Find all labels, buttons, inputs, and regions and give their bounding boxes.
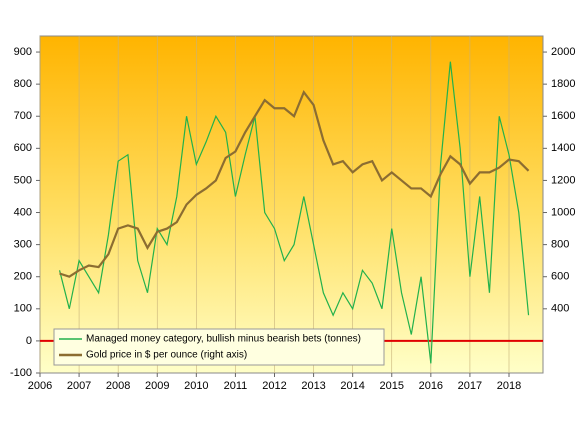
x-tick-label: 2014 [340, 380, 364, 392]
y2-tick-label: 1000 [551, 206, 575, 218]
y2-tick-label: 800 [551, 239, 569, 251]
x-tick-label: 2018 [497, 380, 521, 392]
legend-label: Gold price in $ per ounce (right axis) [86, 350, 247, 361]
y2-tick-label: 400 [551, 303, 569, 315]
y-tick-label: 700 [14, 110, 32, 122]
legend-label: Managed money category, bullish minus be… [86, 334, 361, 345]
x-tick-label: 2015 [380, 380, 404, 392]
x-tick-label: 2013 [301, 380, 325, 392]
x-tick-label: 2010 [184, 380, 208, 392]
y-tick-label: -100 [10, 367, 32, 379]
plot-area [39, 35, 544, 374]
y2-tick-label: 1400 [551, 142, 575, 154]
x-tick-label: 2007 [67, 380, 91, 392]
y-tick-label: 100 [14, 303, 32, 315]
x-tick-label: 2008 [106, 380, 130, 392]
y-tick-label: 600 [14, 142, 32, 154]
y-tick-label: 0 [26, 335, 32, 347]
x-tick-label: 2017 [458, 380, 482, 392]
y-tick-label: 900 [14, 46, 32, 58]
series-line [59, 89, 530, 278]
y2-tick-label: 1600 [551, 110, 575, 122]
y-tick-label: 200 [14, 271, 32, 283]
y-tick-label: 500 [14, 174, 32, 186]
x-tick-label: 2016 [419, 380, 443, 392]
x-tick-label: 2012 [262, 380, 286, 392]
y2-tick-label: 2000 [551, 46, 575, 58]
y-tick-label: 400 [14, 206, 32, 218]
y-tick-label: 300 [14, 239, 32, 251]
x-tick-label: 2011 [224, 380, 248, 392]
plot-layer: 2006 2007 2008 2009 2010 2011 2012 2013 2014 2015… [10, 36, 575, 392]
y2-tick-label: 600 [551, 271, 569, 283]
x-tick-label: 2009 [145, 380, 169, 392]
y-tick-label: 800 [14, 78, 32, 90]
y2-tick-label: 1200 [551, 174, 575, 186]
series-line [58, 61, 530, 364]
x-tick-label: 2006 [28, 380, 52, 392]
legend-box [53, 328, 385, 366]
y2-tick-label: 1800 [551, 78, 575, 90]
